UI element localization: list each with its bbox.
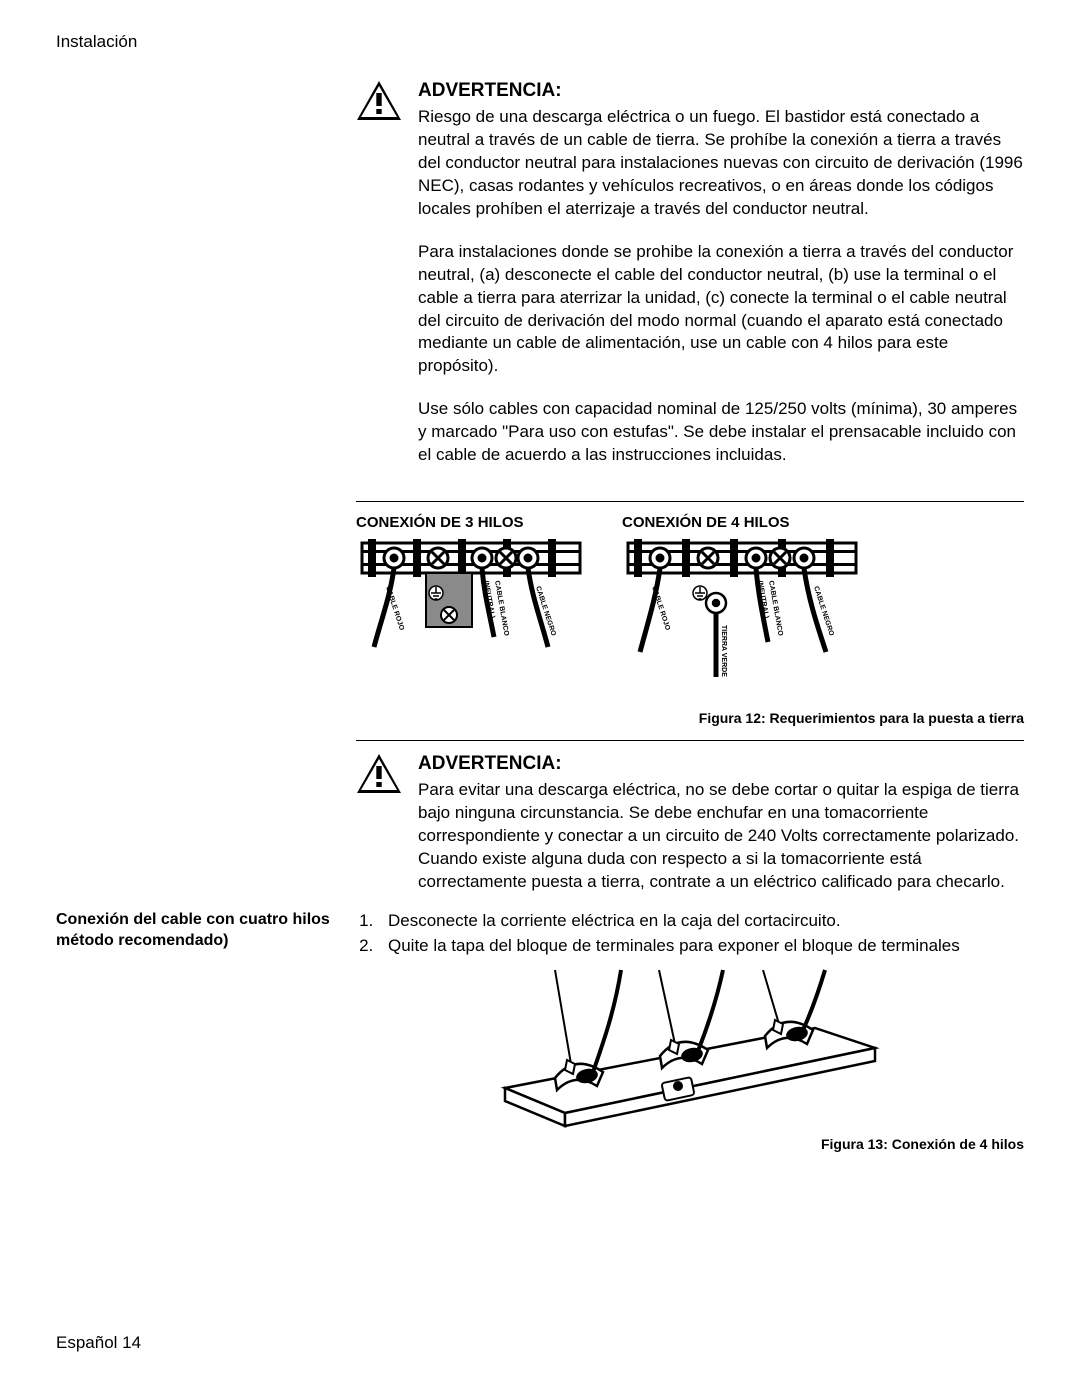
section-sidehead: Conexión del cable con cuatro hilos méto… xyxy=(56,910,356,952)
warning2-p1: Para evitar una descarga eléctrica, no s… xyxy=(418,779,1024,894)
diagram-3wire: CABLE ROJO CABLE BLANCO (NEUTRAL) CABLE … xyxy=(356,537,586,687)
warning1-p1: Riesgo de una descarga eléctrica o un fu… xyxy=(418,106,1024,221)
figure13-caption: Figura 13: Conexión de 4 hilos xyxy=(356,1136,1024,1152)
diagram-4wire: CABLE ROJO TIERRA VERDE CABLE BLANCO (NE… xyxy=(622,537,862,697)
warning-icon xyxy=(356,80,402,122)
figure12-caption: Figura 12: Requerimientos para la puesta… xyxy=(356,710,1024,726)
warning1-p3: Use sólo cables con capacidad nominal de… xyxy=(418,398,1024,467)
warning2-title: ADVERTENCIA: xyxy=(418,753,1024,775)
step-2: Quite la tapa del bloque de terminales p… xyxy=(378,935,1024,958)
divider xyxy=(356,740,1024,741)
svg-text:CABLE BLANCO: CABLE BLANCO xyxy=(767,580,784,637)
warning1-title: ADVERTENCIA: xyxy=(418,80,1024,102)
diagram-3wire-title: CONEXIÓN DE 3 HILOS xyxy=(356,514,586,531)
warning1-p2: Para instalaciones donde se prohibe la c… xyxy=(418,241,1024,379)
diagram-4wire-title: CONEXIÓN DE 4 HILOS xyxy=(622,514,862,531)
divider xyxy=(356,501,1024,502)
warning-icon xyxy=(356,753,402,795)
svg-text:TIERRA VERDE: TIERRA VERDE xyxy=(720,625,727,677)
step-1: Desconecte la corriente eléctrica en la … xyxy=(378,910,1024,933)
steps-list: Desconecte la corriente eléctrica en la … xyxy=(356,910,1024,958)
svg-text:CABLE BLANCO: CABLE BLANCO xyxy=(493,580,510,637)
page-header: Instalación xyxy=(56,32,1024,52)
page-footer: Español 14 xyxy=(56,1333,141,1353)
figure13-terminal-block xyxy=(495,968,885,1128)
